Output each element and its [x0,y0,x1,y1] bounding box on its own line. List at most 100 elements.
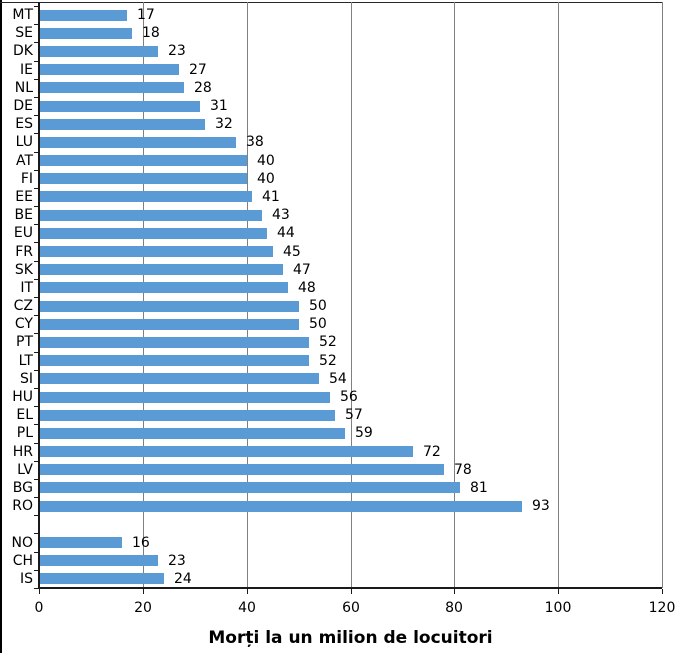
category-label-BE: BE [14,207,33,223]
y-axis-tick [34,333,39,334]
x-axis-tick-120 [662,589,663,594]
category-label-NL: NL [14,80,33,96]
bar-NO [39,537,122,548]
value-label-CZ: 50 [309,298,327,314]
bar-EE [39,191,252,202]
y-axis-tick [34,497,39,498]
y-axis-tick [34,115,39,116]
x-tick-label-20: 20 [134,600,152,616]
value-label-CY: 50 [309,316,327,332]
value-label-LT: 52 [319,353,337,369]
category-label-LU: LU [15,134,33,150]
bar-ES [39,119,205,130]
bar-FR [39,246,273,257]
y-axis-tick [34,261,39,262]
value-label-ES: 32 [215,116,233,132]
y-axis-tick [34,443,39,444]
bar-CZ [39,301,299,312]
category-label-SI: SI [19,371,33,387]
value-label-EE: 41 [262,189,280,205]
gridline-40 [246,2,248,588]
y-axis-tick [34,206,39,207]
y-axis-tick [34,133,39,134]
x-tick-label-60: 60 [342,600,360,616]
bar-EL [39,410,335,421]
y-axis-tick [34,79,39,80]
y-axis-tick [34,461,39,462]
category-label-RO: RO [12,498,33,514]
bar-PL [39,428,345,439]
category-label-HR: HR [12,444,33,460]
bar-RO [39,501,522,512]
y-axis-line [38,2,40,588]
y-axis-tick [34,352,39,353]
value-label-CH: 23 [168,553,186,569]
bar-EU [39,228,267,239]
value-label-FR: 45 [283,244,301,260]
bar-BG [39,482,460,493]
bar-HR [39,446,413,457]
x-axis-tick-0 [39,589,40,594]
y-axis-tick [34,224,39,225]
gridline-80 [454,2,456,588]
category-label-DE: DE [13,98,33,114]
y-axis-tick [34,170,39,171]
y-axis-tick [34,61,39,62]
category-label-EU: EU [13,225,33,241]
gridline-20 [142,2,144,588]
value-label-BG: 81 [470,480,488,496]
category-label-HU: HU [12,389,33,405]
bar-IS [39,573,164,584]
category-label-AT: AT [15,153,33,169]
category-label-CY: CY [14,316,33,332]
category-label-BG: BG [12,480,33,496]
x-axis-title: Morți la un milion de locuitori [208,628,493,648]
bar-BE [39,210,262,221]
y-axis-tick [34,152,39,153]
x-tick-label-0: 0 [34,600,44,616]
gridline-100 [558,2,560,588]
y-axis-tick [34,279,39,280]
value-label-BE: 43 [272,207,290,223]
y-axis-tick [34,97,39,98]
value-label-MT: 17 [137,7,155,23]
x-tick-label-100: 100 [544,600,572,616]
y-axis-tick [34,42,39,43]
bar-SK [39,264,283,275]
gridline-60 [350,2,352,588]
category-label-PT: PT [16,334,33,350]
bar-LU [39,137,236,148]
y-axis-tick [34,315,39,316]
y-axis-tick [34,242,39,243]
x-axis-tick-80 [454,589,455,594]
value-label-SE: 18 [142,25,160,41]
value-label-DE: 31 [210,98,228,114]
x-axis-tick-40 [247,589,248,594]
bar-SI [39,373,319,384]
y-axis-tick [34,388,39,389]
value-label-LV: 78 [454,462,472,478]
value-label-SK: 47 [293,262,311,278]
category-label-PL: PL [16,425,33,441]
gridline-120 [662,2,663,588]
bar-LT [39,355,309,366]
value-label-EU: 44 [277,225,295,241]
y-axis-tick [34,588,39,589]
category-label-SE: SE [15,25,33,41]
category-label-MT: MT [12,7,33,23]
value-label-NL: 28 [194,80,212,96]
x-axis-tick-20 [143,589,144,594]
value-label-NO: 16 [132,535,150,551]
value-label-SI: 54 [329,371,347,387]
y-axis-tick [34,370,39,371]
category-label-IE: IE [20,62,33,78]
value-label-HU: 56 [340,389,358,405]
y-axis-tick [34,6,39,7]
bar-IE [39,64,179,75]
value-label-EL: 57 [345,407,363,423]
category-label-CZ: CZ [13,298,33,314]
y-axis-tick [34,424,39,425]
value-label-DK: 23 [168,43,186,59]
category-label-FI: FI [20,171,33,187]
